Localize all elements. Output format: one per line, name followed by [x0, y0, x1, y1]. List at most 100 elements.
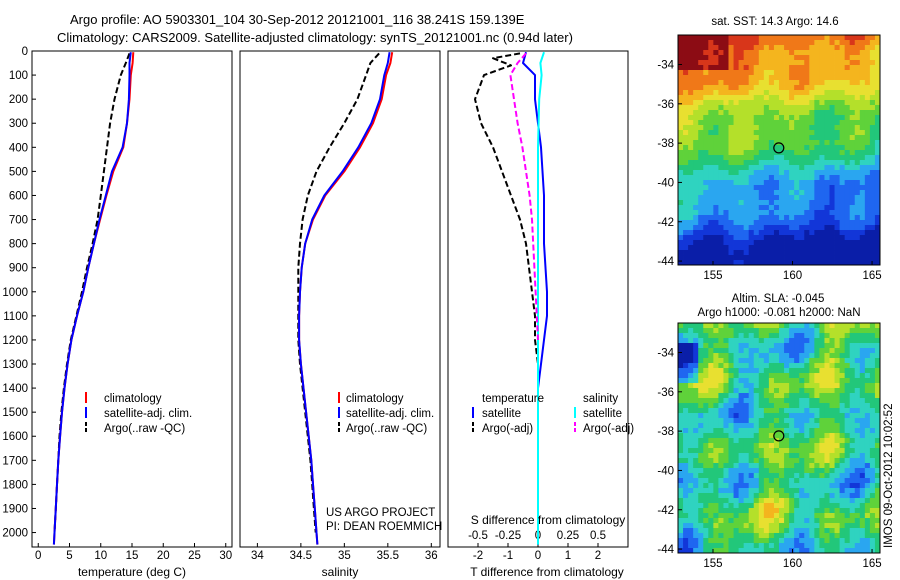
- heatmap-cell: [688, 65, 694, 71]
- heatmap-cell: [854, 548, 861, 553]
- heatmap-cell: [763, 498, 770, 504]
- heatmap-cell: [728, 205, 734, 211]
- heatmap-cell: [693, 160, 699, 166]
- heatmap-cell: [753, 225, 760, 231]
- heatmap-cell: [809, 373, 815, 379]
- heatmap-cell: [683, 448, 689, 454]
- heatmap-cell: [728, 75, 734, 81]
- heatmap-cell: [728, 503, 734, 509]
- heatmap-cell: [678, 433, 684, 439]
- heatmap-cell: [713, 60, 719, 66]
- heatmap-cell: [758, 373, 765, 379]
- heatmap-cell: [678, 75, 684, 81]
- heatmap-cell: [859, 358, 866, 364]
- heatmap-cell: [743, 175, 750, 181]
- heatmap-cell: [698, 110, 704, 116]
- heatmap-cell: [869, 333, 876, 339]
- heatmap-cell: [743, 453, 750, 459]
- heatmap-cell: [738, 528, 745, 534]
- heatmap-cell: [799, 533, 805, 539]
- heatmap-cell: [844, 75, 851, 81]
- heatmap-cell: [859, 105, 866, 111]
- heatmap-cell: [869, 393, 876, 399]
- heatmap-cell: [819, 180, 825, 186]
- heatmap-cell: [809, 358, 815, 364]
- heatmap-cell: [844, 245, 851, 251]
- heatmap-cell: [814, 538, 820, 544]
- heatmap-cell: [809, 333, 815, 339]
- heatmap-cell: [708, 413, 714, 419]
- heatmap-cell: [864, 538, 871, 544]
- heatmap-cell: [869, 255, 876, 261]
- heatmap-cell: [713, 140, 719, 146]
- heatmap-cell: [753, 528, 760, 534]
- heatmap-cell: [708, 393, 714, 399]
- heatmap-cell: [819, 230, 825, 236]
- heatmap-cell: [733, 180, 739, 186]
- heatmap-cell: [748, 210, 755, 216]
- heatmap-cell: [748, 115, 755, 121]
- heatmap-cell: [693, 528, 699, 534]
- heatmap-cell: [728, 528, 734, 534]
- heatmap-cell: [758, 125, 765, 131]
- heatmap-cell: [824, 205, 830, 211]
- heatmap-cell: [819, 170, 825, 176]
- heatmap-cell: [763, 478, 770, 484]
- heatmap-cell: [763, 180, 770, 186]
- heatmap-cell: [708, 255, 714, 261]
- heatmap-cell: [794, 423, 800, 429]
- heatmap-cell: [713, 503, 719, 509]
- heatmap-cell: [804, 533, 810, 539]
- heatmap-cell: [849, 478, 856, 484]
- heatmap-cell: [849, 55, 856, 61]
- heatmap-cell: [834, 70, 840, 76]
- heatmap-cell: [844, 185, 851, 191]
- heatmap-cell: [859, 155, 866, 161]
- heatmap-cell: [809, 250, 815, 256]
- heatmap-cell: [844, 373, 851, 379]
- heatmap-cell: [758, 408, 765, 414]
- heatmap-cell: [738, 240, 745, 246]
- heatmap-cell: [693, 353, 699, 359]
- heatmap-cell: [698, 180, 704, 186]
- heatmap-cell: [708, 260, 714, 265]
- heatmap-cell: [743, 448, 750, 454]
- heatmap-cell: [703, 55, 709, 61]
- heatmap-cell: [728, 110, 734, 116]
- heatmap-cell: [784, 135, 790, 141]
- heatmap-cell: [874, 343, 880, 349]
- heatmap-cell: [678, 408, 684, 414]
- heatmap-cell: [693, 543, 699, 549]
- heatmap-cell: [768, 75, 775, 81]
- heatmap-cell: [718, 165, 724, 171]
- heatmap-cell: [693, 45, 699, 51]
- heatmap-cell: [703, 130, 709, 136]
- heatmap-cell: [748, 438, 755, 444]
- heatmap-cell: [864, 413, 871, 419]
- heatmap-cell: [869, 513, 876, 519]
- heatmap-cell: [854, 80, 861, 86]
- heatmap-cell: [688, 215, 694, 221]
- heatmap-cell: [723, 523, 729, 529]
- heatmap-cell: [733, 145, 739, 151]
- heatmap-cell: [859, 40, 866, 46]
- heatmap-cell: [728, 250, 734, 256]
- heatmap-cell: [814, 160, 820, 166]
- y-tick-label: 400: [9, 142, 28, 154]
- y-tick-label: 1100: [3, 311, 28, 323]
- heatmap-cell: [859, 328, 866, 334]
- heatmap-cell: [829, 363, 835, 369]
- heatmap-cell: [809, 205, 815, 211]
- heatmap-cell: [728, 478, 734, 484]
- heatmap-cell: [814, 235, 820, 241]
- heatmap-cell: [773, 388, 780, 394]
- heatmap-cell: [748, 363, 755, 369]
- heatmap-cell: [839, 338, 846, 344]
- heatmap-cell: [799, 448, 805, 454]
- heatmap-cell: [683, 75, 689, 81]
- heatmap-cell: [693, 35, 699, 41]
- heatmap-cell: [718, 215, 724, 221]
- heatmap-cell: [698, 55, 704, 61]
- heatmap-cell: [854, 55, 861, 61]
- heatmap-cell: [834, 80, 840, 86]
